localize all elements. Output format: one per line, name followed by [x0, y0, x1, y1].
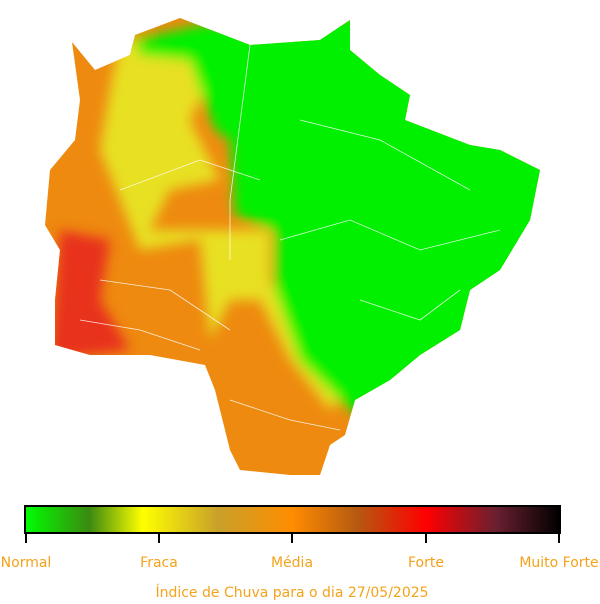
caption: Índice de Chuva para o dia 27/05/2025	[155, 584, 428, 600]
scale-label: Média	[271, 555, 313, 571]
scale-label: Fraca	[140, 555, 178, 571]
scale-label: Normal	[1, 555, 52, 571]
scale-ticks	[25, 533, 560, 543]
scale-label: Muito Forte	[519, 555, 598, 571]
scale-label: Forte	[408, 555, 444, 571]
rain-map	[45, 18, 540, 475]
color-scale	[24, 505, 561, 534]
